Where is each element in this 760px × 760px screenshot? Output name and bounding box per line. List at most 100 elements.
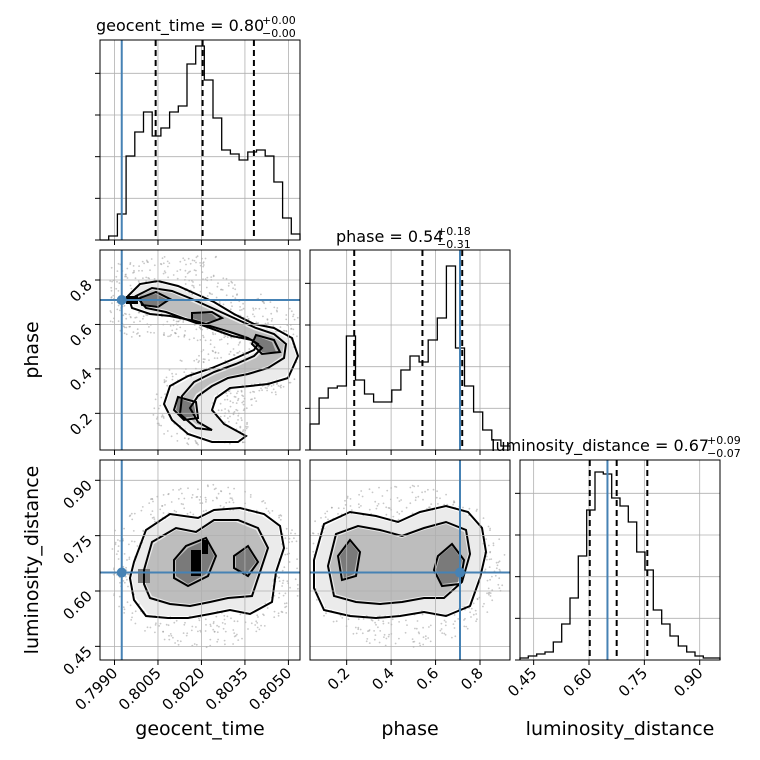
- sample-point: [271, 510, 274, 512]
- sample-point: [153, 516, 155, 519]
- sample-point: [427, 637, 430, 639]
- sample-point: [476, 598, 479, 601]
- sample-point: [187, 443, 190, 446]
- sample-point: [210, 276, 213, 278]
- sample-point: [183, 335, 186, 338]
- sample-point: [183, 334, 186, 337]
- sample-point: [495, 567, 498, 570]
- sample-point: [254, 307, 257, 310]
- sample-point: [162, 630, 165, 633]
- sample-point: [233, 620, 236, 623]
- sample-point: [169, 633, 172, 635]
- sample-point: [202, 264, 205, 266]
- sample-point: [147, 261, 149, 264]
- sample-point: [193, 269, 196, 271]
- sample-point: [126, 559, 128, 561]
- sample-point: [175, 320, 178, 323]
- sample-point: [138, 311, 141, 314]
- sample-point: [256, 614, 259, 617]
- sample-point: [112, 294, 115, 297]
- sample-point: [172, 489, 175, 491]
- sample-point: [281, 585, 283, 587]
- sample-point: [293, 537, 295, 540]
- sample-point: [224, 408, 227, 410]
- sample-point: [476, 618, 478, 621]
- sample-point: [296, 584, 299, 586]
- sample-point: [279, 326, 282, 328]
- title-main: phase = 0.54: [336, 227, 443, 246]
- sample-point: [133, 540, 136, 543]
- sample-point: [132, 331, 135, 333]
- sample-point: [266, 607, 269, 609]
- sample-point: [115, 287, 118, 290]
- sample-point: [388, 633, 390, 636]
- sample-point: [236, 633, 238, 636]
- sample-point: [165, 623, 168, 626]
- sample-point: [245, 407, 248, 410]
- sample-point: [357, 503, 360, 506]
- contour-mid: [326, 520, 472, 606]
- sample-point: [285, 330, 287, 332]
- panel-frame: [309, 459, 511, 661]
- sample-point: [387, 622, 390, 624]
- panel-phase-vs-geocent-time: [109, 255, 300, 446]
- sample-point: [250, 404, 253, 406]
- sample-point: [282, 579, 285, 582]
- sample-point: [400, 499, 402, 501]
- sample-point: [209, 339, 212, 342]
- sample-point: [292, 313, 295, 316]
- sample-point: [357, 618, 360, 621]
- sample-point: [169, 325, 172, 327]
- sample-point: [117, 539, 119, 541]
- sample-point: [133, 269, 135, 272]
- sample-point: [395, 486, 398, 488]
- sample-point: [155, 418, 158, 420]
- sample-point: [129, 284, 132, 287]
- sample-point: [199, 262, 202, 264]
- sample-point: [249, 494, 252, 496]
- sample-point: [197, 361, 200, 364]
- sample-point: [119, 309, 121, 312]
- x-tick-label: 0.8050: [245, 664, 295, 714]
- sample-point: [229, 442, 231, 445]
- sample-point: [130, 287, 133, 290]
- sample-point: [291, 540, 293, 543]
- sample-point: [470, 607, 473, 610]
- sample-point: [163, 256, 166, 258]
- sample-point: [292, 315, 294, 318]
- sample-point: [193, 337, 195, 340]
- title-luminosity-distance: luminosity_distance = 0.67: [491, 436, 709, 456]
- sample-point: [154, 398, 157, 401]
- sample-point: [291, 529, 293, 531]
- sample-point: [496, 564, 499, 567]
- sample-point: [175, 510, 178, 513]
- sample-point: [191, 496, 193, 499]
- sample-point: [204, 496, 207, 499]
- sample-point: [168, 638, 171, 641]
- sample-point: [472, 602, 475, 605]
- sample-point: [240, 389, 243, 392]
- sample-point: [117, 545, 120, 547]
- sample-point: [413, 485, 416, 488]
- sample-point: [229, 405, 232, 408]
- sample-point: [263, 302, 265, 305]
- sample-point: [368, 508, 371, 511]
- x-tick-label: 0.45: [504, 664, 540, 700]
- sample-point: [498, 587, 501, 589]
- sample-point: [227, 486, 230, 489]
- y-tick-label: 0.90: [59, 476, 95, 512]
- sample-point: [286, 580, 289, 583]
- sample-point: [247, 628, 249, 630]
- sample-point: [284, 592, 287, 595]
- sample-point: [292, 333, 295, 336]
- sample-point: [212, 350, 215, 353]
- sample-point: [485, 555, 488, 558]
- sample-point: [237, 639, 240, 641]
- sample-point: [224, 398, 226, 401]
- sample-point: [360, 490, 363, 492]
- sample-point: [168, 634, 170, 637]
- sample-point: [146, 331, 149, 333]
- sample-point: [233, 487, 236, 490]
- sample-point: [228, 492, 231, 495]
